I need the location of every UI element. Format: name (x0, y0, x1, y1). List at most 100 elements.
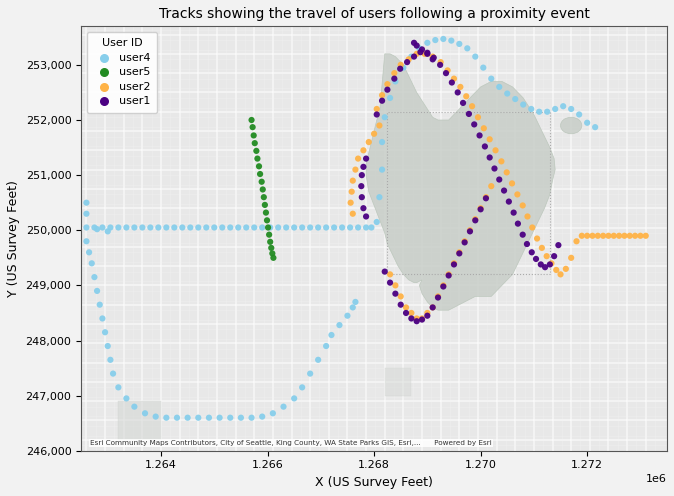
user2 (435, 58, 446, 66)
user4 (137, 224, 148, 232)
user4 (278, 403, 289, 411)
user4 (326, 331, 337, 339)
user1 (469, 121, 480, 128)
user4 (100, 328, 111, 336)
user4 (246, 414, 257, 422)
user1 (459, 239, 470, 247)
user2 (454, 248, 464, 256)
user5 (261, 209, 272, 217)
user1 (408, 53, 419, 61)
user4 (84, 248, 94, 256)
user2 (346, 187, 357, 195)
user2 (592, 232, 603, 240)
user4 (337, 224, 348, 232)
user1 (356, 182, 367, 190)
user4 (161, 224, 172, 232)
user2 (390, 281, 401, 289)
user4 (478, 63, 489, 71)
user2 (433, 293, 443, 301)
user5 (268, 254, 279, 262)
user1 (549, 252, 559, 260)
user4 (257, 413, 268, 421)
user1 (358, 204, 369, 212)
user4 (494, 83, 505, 91)
user4 (150, 413, 161, 421)
user2 (640, 232, 651, 240)
user1 (508, 209, 519, 217)
user2 (350, 166, 361, 174)
user4 (129, 403, 140, 411)
user4 (305, 370, 315, 377)
user4 (81, 237, 92, 245)
Text: Esri Community Maps Contributors, City of Seattle, King County, WA State Parks G: Esri Community Maps Contributors, City o… (90, 439, 491, 446)
user4 (288, 224, 299, 232)
user2 (551, 266, 561, 274)
user5 (257, 186, 268, 193)
user1 (435, 61, 446, 69)
user1 (408, 39, 419, 47)
user4 (385, 94, 396, 102)
user1 (530, 255, 541, 263)
user4 (558, 102, 569, 110)
user4 (113, 224, 124, 232)
Ellipse shape (561, 117, 582, 134)
user1 (494, 176, 505, 184)
user1 (446, 78, 457, 86)
user2 (427, 53, 438, 61)
user1 (357, 171, 367, 179)
user4 (454, 40, 464, 48)
user5 (248, 131, 259, 139)
user4 (172, 414, 183, 422)
user4 (225, 414, 236, 422)
user4 (406, 53, 417, 61)
user4 (550, 105, 561, 113)
user1 (390, 290, 401, 298)
user2 (472, 113, 483, 121)
user1 (475, 205, 486, 213)
user4 (422, 39, 433, 47)
user2 (400, 304, 411, 311)
user4 (390, 77, 401, 85)
user4 (161, 414, 172, 422)
user1 (427, 56, 438, 63)
user5 (256, 178, 267, 186)
user2 (603, 232, 614, 240)
user2 (496, 157, 507, 165)
Text: 1e6: 1e6 (646, 474, 667, 484)
user2 (396, 293, 406, 301)
user4 (94, 301, 105, 309)
user1 (422, 312, 433, 320)
user4 (108, 370, 119, 377)
user1 (433, 294, 443, 302)
user4 (145, 224, 156, 232)
user2 (411, 314, 422, 322)
user4 (470, 53, 481, 61)
user1 (545, 260, 555, 268)
user1 (438, 283, 449, 291)
user1 (361, 155, 371, 163)
user4 (374, 193, 385, 201)
user2 (443, 270, 454, 278)
user4 (347, 304, 358, 311)
user4 (590, 123, 601, 131)
user2 (417, 314, 427, 322)
user2 (486, 182, 497, 190)
user4 (249, 224, 259, 232)
user4 (329, 224, 340, 232)
user1 (382, 86, 393, 94)
user4 (350, 298, 361, 306)
user2 (353, 155, 363, 163)
user4 (297, 383, 307, 391)
user2 (385, 270, 396, 278)
user2 (555, 270, 566, 278)
user4 (398, 63, 408, 71)
user4 (273, 224, 284, 232)
user4 (281, 224, 292, 232)
user5 (249, 139, 260, 147)
user1 (389, 75, 400, 83)
X-axis label: X (US Survey Feet): X (US Survey Feet) (315, 476, 433, 489)
user2 (382, 80, 393, 88)
Title: Tracks showing the travel of users following a proximity event: Tracks showing the travel of users follo… (158, 7, 590, 21)
user4 (193, 414, 204, 422)
user2 (475, 204, 486, 212)
